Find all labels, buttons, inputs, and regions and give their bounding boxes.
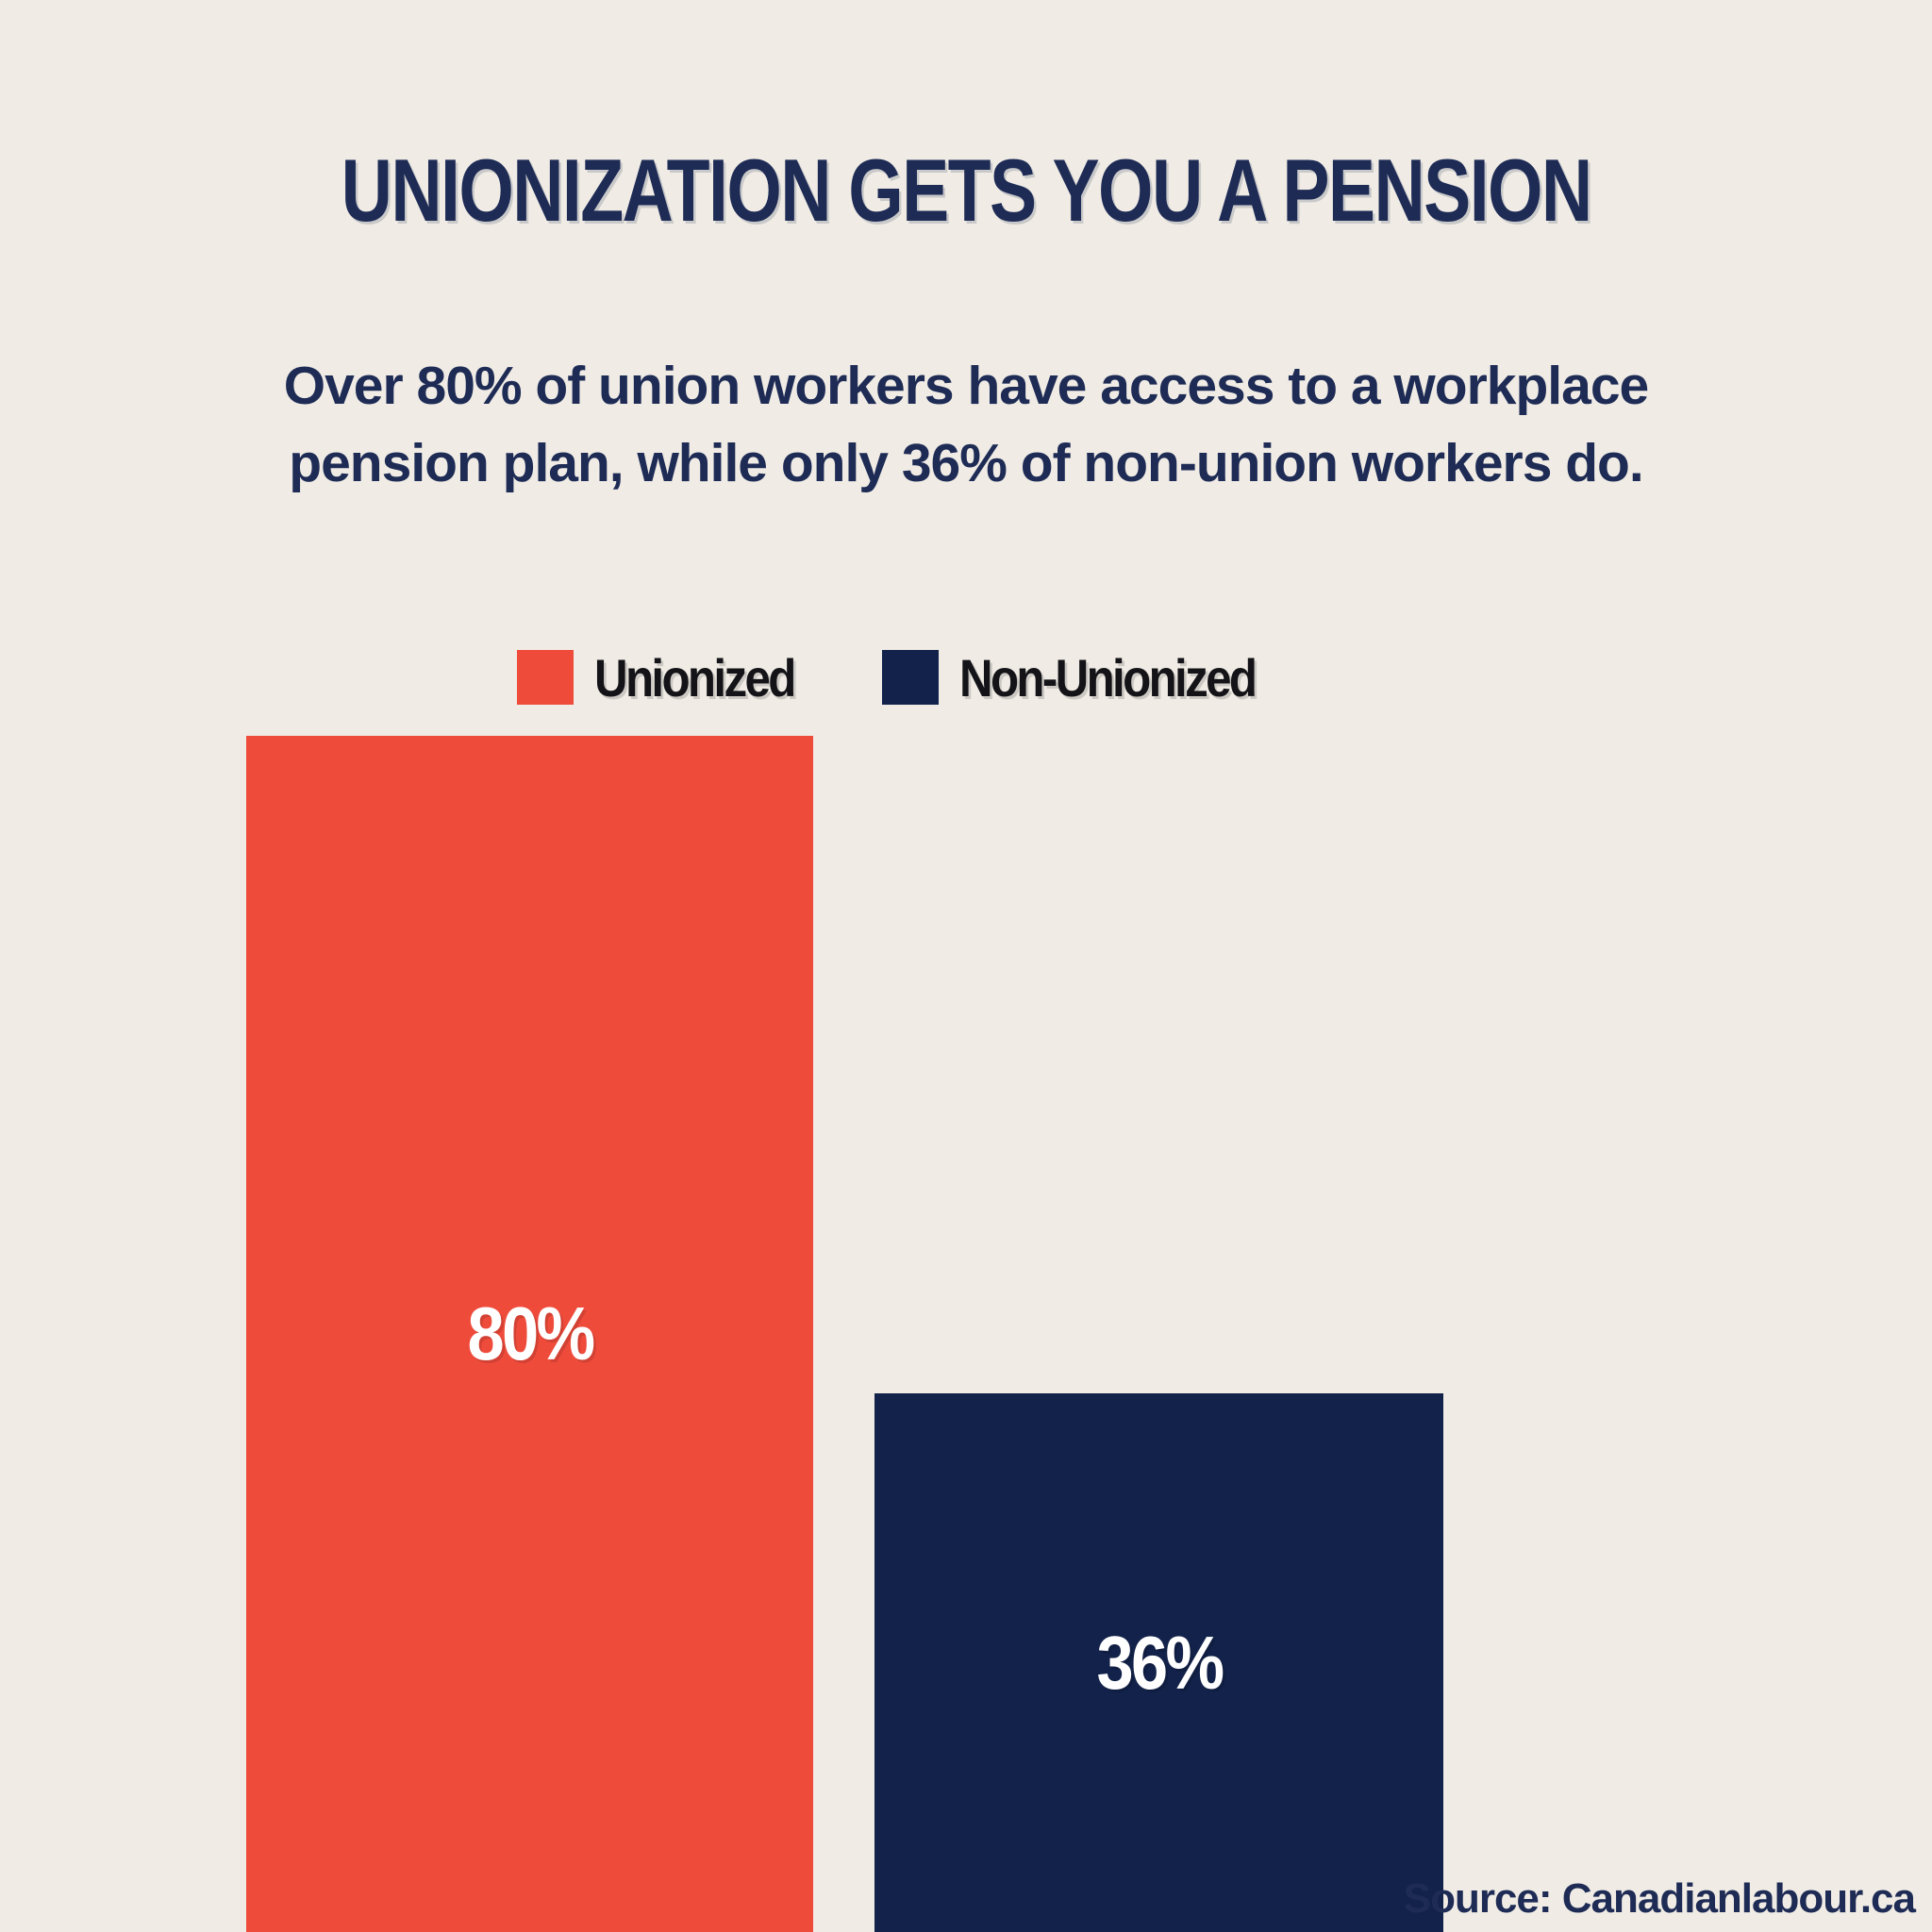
legend-swatch-unionized [517, 650, 574, 705]
subtitle-line-2: pension plan, while only 36% of non-unio… [289, 433, 1643, 493]
legend-item-non-unionized: Non-Unionized [881, 647, 1295, 708]
bar-unionized: 80% [246, 736, 813, 1932]
subtitle-line-1: Over 80% of union workers have access to… [283, 356, 1649, 416]
bar-value-label-non-unionized: 36% [1096, 1620, 1224, 1705]
legend-label-non-unionized: Non-Unionized [958, 647, 1257, 708]
legend-label-unionized: Unionized [594, 647, 796, 708]
subtitle: Over 80% of union workers have access to… [0, 347, 1932, 502]
chart-legend: Unionized Non-Unionized [517, 647, 1295, 708]
bar-non-unionized: 36% [874, 1393, 1443, 1932]
legend-item-unionized: Unionized [517, 647, 822, 708]
legend-swatch-non-unionized [881, 650, 939, 705]
page-title: UNIONIZATION GETS YOU A PENSION [0, 143, 1932, 238]
page-title-text: UNIONIZATION GETS YOU A PENSION [341, 141, 1592, 240]
bar-value-label-unionized: 80% [467, 1291, 595, 1375]
source-attribution: Source: Canadianlabour.ca [1403, 1875, 1916, 1922]
